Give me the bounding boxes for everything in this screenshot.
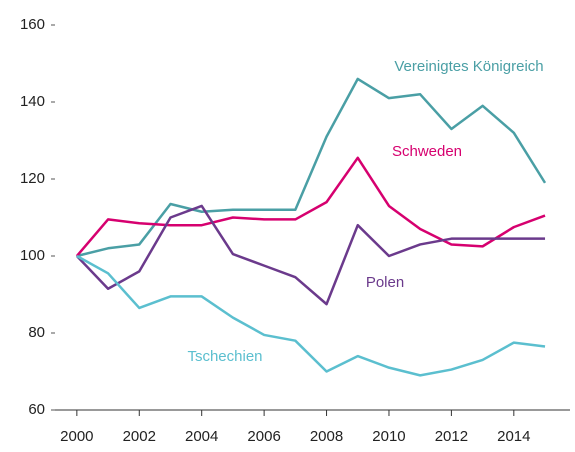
series-label: Schweden	[392, 143, 462, 160]
x-tick-label: 2006	[247, 428, 280, 445]
series-label: Polen	[366, 274, 404, 291]
x-tick-label: 2008	[310, 428, 343, 445]
x-tick-label: 2012	[435, 428, 468, 445]
y-tick-label: 60	[28, 401, 45, 418]
series-line	[76, 254, 546, 377]
y-tick-label: 80	[28, 324, 45, 341]
y-tick-label: 120	[20, 170, 45, 187]
x-tick-label: 2014	[497, 428, 530, 445]
series-label: Vereinigtes Königreich	[394, 58, 543, 75]
series-line	[75, 204, 546, 306]
series-line	[76, 77, 547, 258]
y-tick-label: 140	[20, 93, 45, 110]
y-tick-label: 160	[20, 16, 45, 33]
y-tick-label: 100	[20, 247, 45, 264]
series-line	[75, 156, 546, 257]
x-tick-label: 2000	[60, 428, 93, 445]
series-label: Tschechien	[187, 348, 262, 365]
x-tick-label: 2004	[185, 428, 218, 445]
x-tick-label: 2002	[123, 428, 156, 445]
x-tick-label: 2010	[372, 428, 405, 445]
